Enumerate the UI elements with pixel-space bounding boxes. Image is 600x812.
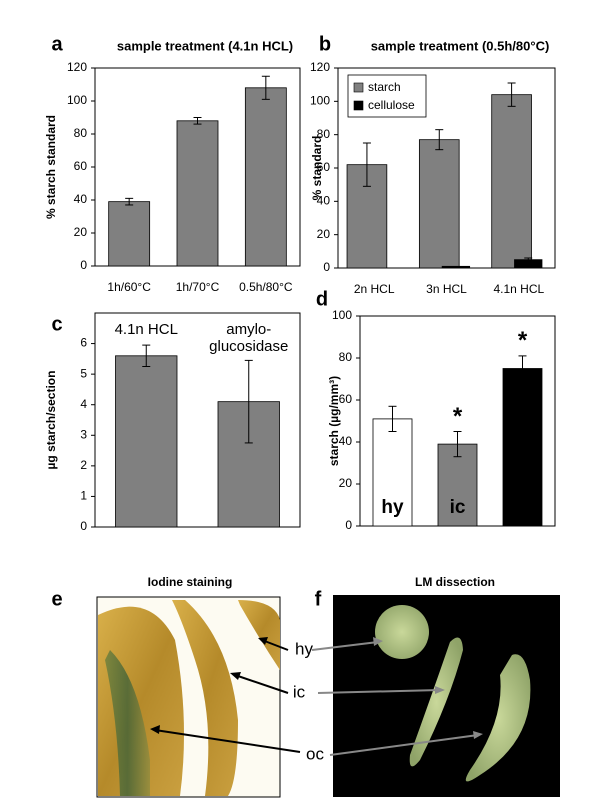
y-axis-label: starch (µg/mm³) — [327, 376, 341, 466]
bar — [108, 201, 151, 267]
panel-letter: e — [51, 588, 62, 610]
error-bar — [388, 405, 397, 432]
y-tick-label: 4 — [80, 397, 87, 411]
category-label: amylo-glucosidase — [209, 321, 289, 355]
error-bar — [453, 431, 462, 458]
legend-swatch — [353, 100, 364, 111]
panel-letter: f — [315, 588, 322, 610]
x-tick-label: 3n HCL — [426, 282, 467, 296]
y-tick-label: 20 — [74, 225, 88, 239]
y-axis-label: µg starch/section — [44, 371, 58, 470]
lm-image — [333, 595, 560, 797]
category-label-box: 4.1n HCL — [114, 321, 178, 338]
image-label: ic — [293, 682, 306, 701]
category-label: oc — [511, 497, 534, 518]
iodine-image — [96, 596, 281, 798]
bar — [437, 443, 478, 527]
category-label-box: amylo-glucosidase — [209, 321, 289, 355]
category-label: hy — [381, 497, 404, 518]
y-tick-label: 40 — [74, 192, 88, 206]
bar — [441, 265, 471, 269]
legend-label: starch — [368, 80, 401, 94]
y-tick-label: 60 — [74, 159, 88, 173]
bar — [491, 94, 532, 269]
legend-label: cellulose — [368, 98, 415, 112]
y-tick-label: 120 — [67, 60, 87, 74]
y-axis-label: % standard — [310, 136, 324, 201]
error-bar — [142, 344, 151, 367]
y-tick-label: 20 — [339, 476, 353, 490]
image-title: Iodine staining — [148, 575, 233, 589]
y-tick-label: 0 — [80, 519, 87, 533]
panel-letter: a — [51, 33, 63, 55]
image-label: hy — [295, 639, 313, 658]
x-tick-label: 1h/60°C — [107, 280, 151, 294]
y-tick-label: 80 — [74, 126, 88, 140]
y-tick-label: 60 — [317, 160, 331, 174]
error-bar — [518, 355, 527, 382]
y-tick-label: 120 — [310, 60, 330, 74]
error-bar — [125, 197, 134, 206]
y-tick-label: 1 — [80, 489, 87, 503]
y-tick-label: 40 — [339, 434, 353, 448]
error-bar — [435, 129, 444, 151]
bar — [115, 355, 178, 528]
plot-frame — [94, 312, 301, 528]
y-tick-label: 0 — [345, 518, 352, 532]
legend-swatch — [353, 82, 364, 93]
y-tick-label: 3 — [80, 427, 87, 441]
y-tick-label: 5 — [80, 366, 87, 380]
error-bar — [362, 142, 371, 187]
image-title: LM dissection — [415, 575, 495, 589]
error-bar — [244, 359, 253, 444]
y-tick-label: 6 — [80, 336, 87, 350]
y-tick-label: 20 — [317, 227, 331, 241]
significance-marker: * — [453, 403, 463, 430]
panel-letter: d — [316, 288, 328, 310]
chart-title: sample treatment (0.5h/80°C) — [371, 38, 550, 53]
x-tick-label: 0.5h/80°C — [239, 280, 293, 294]
y-tick-label: 60 — [339, 392, 353, 406]
bar — [176, 120, 219, 267]
y-tick-label: 0 — [80, 258, 87, 272]
error-bar — [261, 75, 270, 100]
x-tick-label: 1h/70°C — [176, 280, 220, 294]
image-label: oc — [306, 744, 324, 763]
bar — [418, 139, 460, 269]
category-label: 4.1n HCL — [114, 321, 178, 338]
panel-letter: c — [51, 313, 62, 335]
y-tick-label: 40 — [317, 194, 331, 208]
arrows — [150, 637, 483, 756]
chart-title: sample treatment (4.1n HCL) — [117, 38, 293, 53]
y-tick-label: 100 — [310, 94, 330, 108]
category-label: ic — [450, 497, 466, 518]
significance-marker: * — [518, 327, 528, 354]
x-tick-label: 4.1n HCL — [493, 282, 544, 296]
x-tick-label: 2n HCL — [354, 282, 395, 296]
y-tick-label: 80 — [317, 127, 331, 141]
y-tick-label: 80 — [339, 350, 353, 364]
error-bar — [193, 117, 202, 125]
error-bar — [524, 257, 533, 262]
y-tick-label: 100 — [332, 308, 352, 322]
y-tick-label: 2 — [80, 458, 87, 472]
error-bar — [507, 82, 516, 107]
y-tick-label: 100 — [67, 93, 87, 107]
panel-letter: b — [319, 33, 331, 55]
bar — [244, 87, 287, 267]
y-tick-label: 0 — [323, 260, 330, 274]
y-axis-label: % starch standard — [44, 115, 58, 219]
